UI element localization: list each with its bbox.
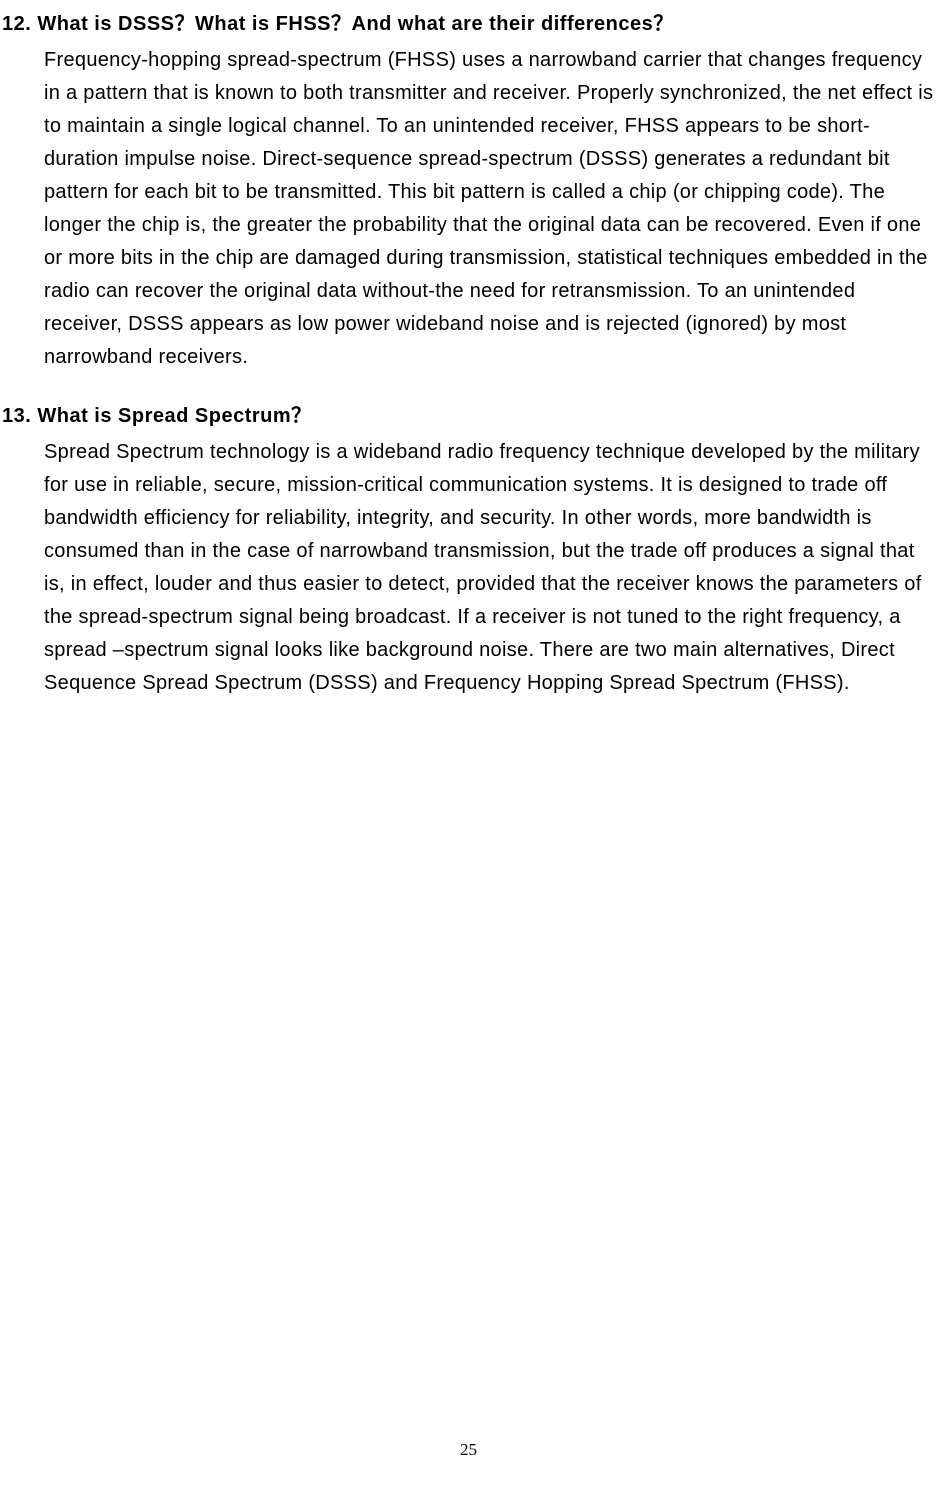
page-number: 25 — [0, 1440, 937, 1460]
qa-section-12: 12. What is DSSS？What is FHSS？And what a… — [2, 10, 935, 374]
question-12: 12. What is DSSS？What is FHSS？And what a… — [2, 10, 935, 38]
answer-12: Frequency-hopping spread-spectrum (FHSS)… — [2, 44, 935, 374]
question-13: 13. What is Spread Spectrum？ — [2, 402, 935, 430]
answer-13: Spread Spectrum technology is a wideband… — [2, 436, 935, 700]
qa-section-13: 13. What is Spread Spectrum？ Spread Spec… — [2, 402, 935, 700]
